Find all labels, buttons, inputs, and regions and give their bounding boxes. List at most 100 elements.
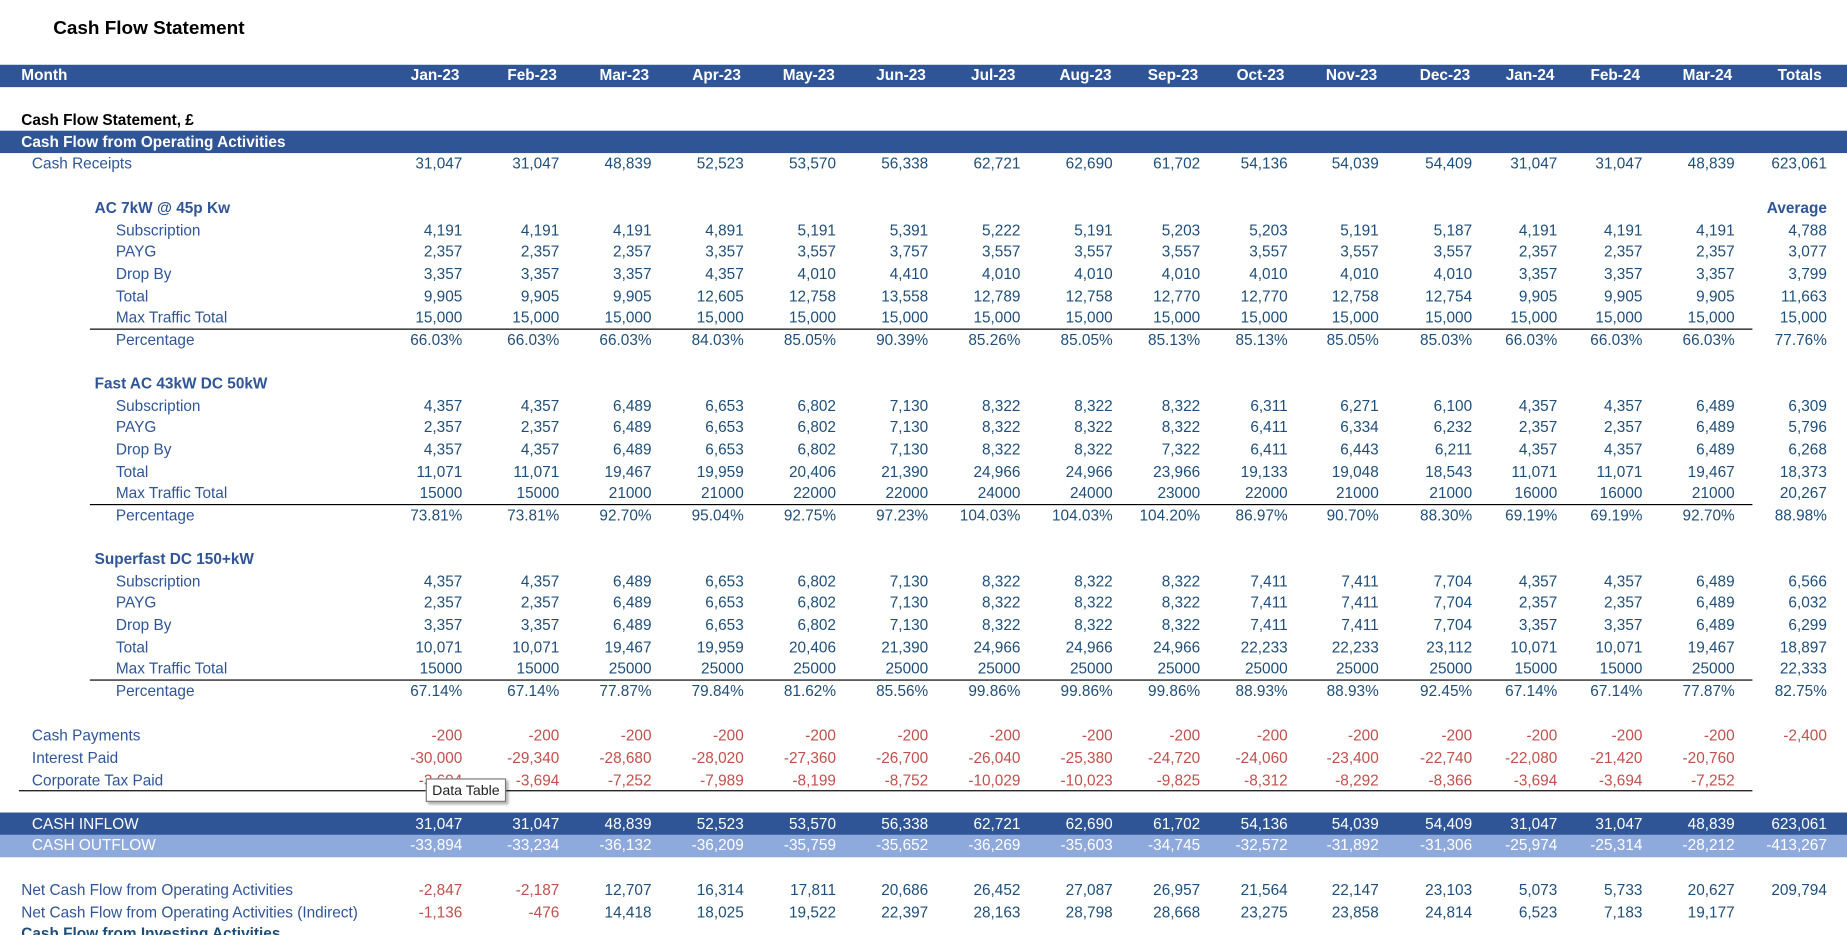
cell[interactable]: 25000	[1335, 659, 1379, 678]
cell[interactable]: -35,759	[783, 836, 836, 854]
cell[interactable]: -200	[1611, 726, 1643, 745]
cell[interactable]: 18,543	[1425, 462, 1473, 480]
cell[interactable]: 88.30%	[1420, 506, 1473, 524]
cell[interactable]: 6,802	[797, 396, 836, 415]
cell[interactable]: 5,187	[1433, 220, 1473, 239]
cell[interactable]: 12,605	[696, 286, 744, 305]
cell[interactable]: 3,557	[981, 242, 1021, 261]
cell[interactable]: 6,309	[1788, 396, 1827, 415]
cell[interactable]: -29,340	[507, 748, 560, 767]
cell[interactable]: 52,523	[696, 814, 744, 833]
cell[interactable]: 15,000	[696, 308, 744, 327]
cell[interactable]: -24,720	[1148, 748, 1201, 767]
cell[interactable]: 4,357	[1603, 440, 1643, 459]
cell[interactable]: 85.26%	[968, 330, 1021, 349]
cell[interactable]: 6,299	[1788, 615, 1827, 634]
cell[interactable]: 10,071	[1510, 637, 1558, 656]
cell[interactable]: 77.87%	[1682, 681, 1735, 700]
cell[interactable]: 6,334	[1340, 418, 1379, 437]
cell[interactable]: 85.56%	[876, 681, 929, 700]
cell[interactable]: 4,191	[1696, 220, 1735, 239]
cell[interactable]: 18,373	[1779, 462, 1827, 480]
cell[interactable]: -26,040	[968, 748, 1021, 767]
cell[interactable]: -25,974	[1505, 836, 1558, 854]
cell[interactable]: -26,700	[876, 748, 929, 767]
cell[interactable]: 19,959	[696, 462, 744, 480]
cell[interactable]: 19,522	[788, 903, 836, 921]
cell[interactable]: 77.87%	[599, 681, 652, 700]
cell[interactable]: 61,702	[1153, 154, 1201, 172]
cell[interactable]: 4,357	[520, 440, 560, 459]
cell[interactable]: 623,061	[1771, 154, 1827, 172]
cell[interactable]: 3,357	[423, 615, 463, 634]
cell[interactable]: -36,269	[968, 836, 1021, 854]
cell[interactable]: 9,905	[1603, 286, 1643, 305]
cell[interactable]: 25000	[1157, 659, 1201, 678]
cell[interactable]: 66.03%	[507, 330, 560, 349]
cell[interactable]: -24,060	[1235, 748, 1288, 767]
cell[interactable]: 15,000	[1065, 308, 1113, 327]
cell[interactable]: 28,668	[1153, 903, 1201, 921]
cell[interactable]: 54,409	[1425, 814, 1473, 833]
cell[interactable]: 4,357	[423, 440, 463, 459]
cell[interactable]: 99.86%	[968, 681, 1021, 700]
cell[interactable]: 3,557	[1340, 242, 1379, 261]
cell[interactable]: -10,023	[1060, 771, 1113, 789]
cell[interactable]: 6,271	[1340, 396, 1379, 415]
cell[interactable]: 22000	[885, 484, 929, 502]
cell[interactable]: 11,071	[1596, 462, 1643, 480]
cell[interactable]: 22000	[793, 484, 836, 502]
cell[interactable]: 66.03%	[1682, 330, 1735, 349]
cell[interactable]: 11,663	[1781, 286, 1827, 305]
cell[interactable]: 62,721	[973, 154, 1021, 172]
cell[interactable]: 6,489	[1696, 418, 1735, 437]
cell[interactable]: 25000	[701, 659, 744, 678]
cell[interactable]: 7,130	[889, 440, 929, 459]
cell[interactable]: 48,839	[604, 154, 652, 172]
cell[interactable]: 8,322	[981, 396, 1021, 415]
cell[interactable]: 82.75%	[1774, 681, 1827, 700]
cell[interactable]: 67.14%	[1505, 681, 1558, 700]
cell[interactable]: -2,847	[418, 880, 463, 899]
cell[interactable]: 4,891	[705, 220, 744, 239]
cell[interactable]: 21000	[1335, 484, 1379, 502]
cell[interactable]: 54,136	[1240, 154, 1288, 172]
cell[interactable]: 2,357	[423, 418, 463, 437]
cell[interactable]: 24000	[1069, 484, 1113, 502]
cell[interactable]: 15,000	[604, 308, 652, 327]
cell[interactable]: 22,397	[881, 903, 929, 921]
cell[interactable]: -200	[528, 726, 560, 745]
cell[interactable]: 15,000	[1153, 308, 1201, 327]
cell[interactable]: 6,523	[1518, 903, 1558, 921]
cell[interactable]: 25000	[793, 659, 836, 678]
cell[interactable]: 3,357	[1603, 615, 1643, 634]
cell[interactable]: 21,390	[881, 637, 929, 656]
cell[interactable]: 15000	[419, 484, 463, 502]
cell[interactable]: 6,489	[1696, 440, 1735, 459]
cell[interactable]: -3,694	[1598, 771, 1643, 789]
cell[interactable]: 5,796	[1788, 418, 1827, 437]
cell[interactable]: 25000	[1691, 659, 1735, 678]
cell[interactable]: 4,357	[520, 571, 560, 590]
cell[interactable]: 7,130	[889, 571, 929, 590]
cell[interactable]: 7,411	[1250, 593, 1288, 612]
cell[interactable]: -10,029	[968, 771, 1021, 789]
cell[interactable]: 3,557	[1161, 242, 1201, 261]
cell[interactable]: 6,653	[705, 571, 744, 590]
cell[interactable]: 3,357	[1696, 264, 1735, 283]
cell[interactable]: 9,905	[613, 286, 652, 305]
cell[interactable]: 6,489	[1696, 396, 1735, 415]
cell[interactable]: 24,966	[1065, 637, 1113, 656]
cell[interactable]: 67.14%	[507, 681, 560, 700]
cell[interactable]: -30,000	[410, 748, 463, 767]
cell[interactable]: 31,047	[415, 814, 463, 833]
cell[interactable]: 4,010	[1161, 264, 1201, 283]
cell[interactable]: 25000	[885, 659, 929, 678]
cell[interactable]: 4,357	[423, 571, 463, 590]
cell[interactable]: 15000	[419, 659, 463, 678]
cell[interactable]: 8,322	[1074, 571, 1113, 590]
cell[interactable]: 2,357	[520, 242, 560, 261]
cell[interactable]: -7,252	[1691, 771, 1735, 789]
cell[interactable]: -28,680	[599, 748, 652, 767]
cell[interactable]: -25,314	[1590, 836, 1643, 854]
